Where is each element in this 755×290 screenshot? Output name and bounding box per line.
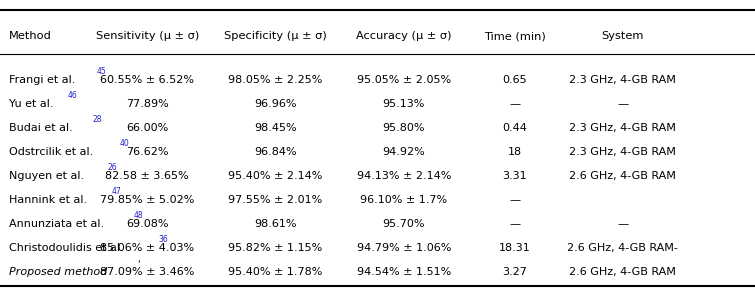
Text: System: System	[602, 31, 644, 41]
Text: 26: 26	[107, 163, 117, 172]
Text: 66.00%: 66.00%	[126, 123, 168, 133]
Text: 98.45%: 98.45%	[254, 123, 297, 133]
Text: Specificity (μ ± σ): Specificity (μ ± σ)	[224, 31, 327, 41]
Text: Nguyen et al.: Nguyen et al.	[9, 171, 85, 181]
Text: 77.89%: 77.89%	[126, 99, 168, 109]
Text: 96.84%: 96.84%	[254, 147, 297, 157]
Text: 85.06% ± 4.03%: 85.06% ± 4.03%	[100, 243, 194, 253]
Text: 0.65: 0.65	[503, 75, 527, 85]
Text: 98.05% ± 2.25%: 98.05% ± 2.25%	[228, 75, 323, 85]
Text: 45: 45	[96, 66, 106, 76]
Text: ': '	[137, 259, 140, 269]
Text: —: —	[510, 99, 520, 109]
Text: Christodoulidis et al.: Christodoulidis et al.	[9, 243, 124, 253]
Text: 0.44: 0.44	[503, 123, 527, 133]
Text: 82.58 ± 3.65%: 82.58 ± 3.65%	[106, 171, 189, 181]
Text: 3.31: 3.31	[503, 171, 527, 181]
Text: Sensitivity (μ ± σ): Sensitivity (μ ± σ)	[96, 31, 199, 41]
Text: 98.61%: 98.61%	[254, 219, 297, 229]
Text: 2.3 GHz, 4-GB RAM: 2.3 GHz, 4-GB RAM	[569, 147, 676, 157]
Text: 28: 28	[93, 115, 103, 124]
Text: 3.27: 3.27	[503, 267, 527, 277]
Text: Method: Method	[9, 31, 52, 41]
Text: 95.13%: 95.13%	[383, 99, 425, 109]
Text: Hannink et al.: Hannink et al.	[9, 195, 87, 205]
Text: 87.09% ± 3.46%: 87.09% ± 3.46%	[100, 267, 195, 277]
Text: 2.6 GHz, 4-GB RAM-: 2.6 GHz, 4-GB RAM-	[568, 243, 678, 253]
Text: Time (min): Time (min)	[484, 31, 546, 41]
Text: 95.70%: 95.70%	[383, 219, 425, 229]
Text: 94.79% ± 1.06%: 94.79% ± 1.06%	[357, 243, 451, 253]
Text: 2.6 GHz, 4-GB RAM: 2.6 GHz, 4-GB RAM	[569, 171, 676, 181]
Text: Budai et al.: Budai et al.	[9, 123, 72, 133]
Text: 94.13% ± 2.14%: 94.13% ± 2.14%	[357, 171, 451, 181]
Text: 94.54% ± 1.51%: 94.54% ± 1.51%	[357, 267, 451, 277]
Text: 97.55% ± 2.01%: 97.55% ± 2.01%	[229, 195, 322, 205]
Text: 18: 18	[508, 147, 522, 157]
Text: 46: 46	[68, 90, 78, 100]
Text: Odstrcilik et al.: Odstrcilik et al.	[9, 147, 94, 157]
Text: 36: 36	[159, 235, 168, 244]
Text: 95.80%: 95.80%	[383, 123, 425, 133]
Text: 2.3 GHz, 4-GB RAM: 2.3 GHz, 4-GB RAM	[569, 123, 676, 133]
Text: 96.96%: 96.96%	[254, 99, 297, 109]
Text: Frangi et al.: Frangi et al.	[9, 75, 76, 85]
Text: 95.05% ± 2.05%: 95.05% ± 2.05%	[357, 75, 451, 85]
Text: Accuracy (μ ± σ): Accuracy (μ ± σ)	[356, 31, 451, 41]
Text: 18.31: 18.31	[499, 243, 531, 253]
Text: 48: 48	[134, 211, 143, 220]
Text: —: —	[618, 99, 628, 109]
Text: Proposed method: Proposed method	[9, 267, 107, 277]
Text: Yu et al.: Yu et al.	[9, 99, 54, 109]
Text: —: —	[618, 219, 628, 229]
Text: 2.3 GHz, 4-GB RAM: 2.3 GHz, 4-GB RAM	[569, 75, 676, 85]
Text: Annunziata et al.: Annunziata et al.	[9, 219, 104, 229]
Text: 95.40% ± 2.14%: 95.40% ± 2.14%	[228, 171, 323, 181]
Text: 76.62%: 76.62%	[126, 147, 168, 157]
Text: 95.82% ± 1.15%: 95.82% ± 1.15%	[229, 243, 322, 253]
Text: 60.55% ± 6.52%: 60.55% ± 6.52%	[100, 75, 194, 85]
Text: 40: 40	[119, 139, 129, 148]
Text: —: —	[510, 219, 520, 229]
Text: 96.10% ± 1.7%: 96.10% ± 1.7%	[360, 195, 448, 205]
Text: 95.40% ± 1.78%: 95.40% ± 1.78%	[228, 267, 323, 277]
Text: 2.6 GHz, 4-GB RAM: 2.6 GHz, 4-GB RAM	[569, 267, 676, 277]
Text: 94.92%: 94.92%	[383, 147, 425, 157]
Text: 69.08%: 69.08%	[126, 219, 168, 229]
Text: 47: 47	[112, 187, 121, 196]
Text: 79.85% ± 5.02%: 79.85% ± 5.02%	[100, 195, 195, 205]
Text: —: —	[510, 195, 520, 205]
